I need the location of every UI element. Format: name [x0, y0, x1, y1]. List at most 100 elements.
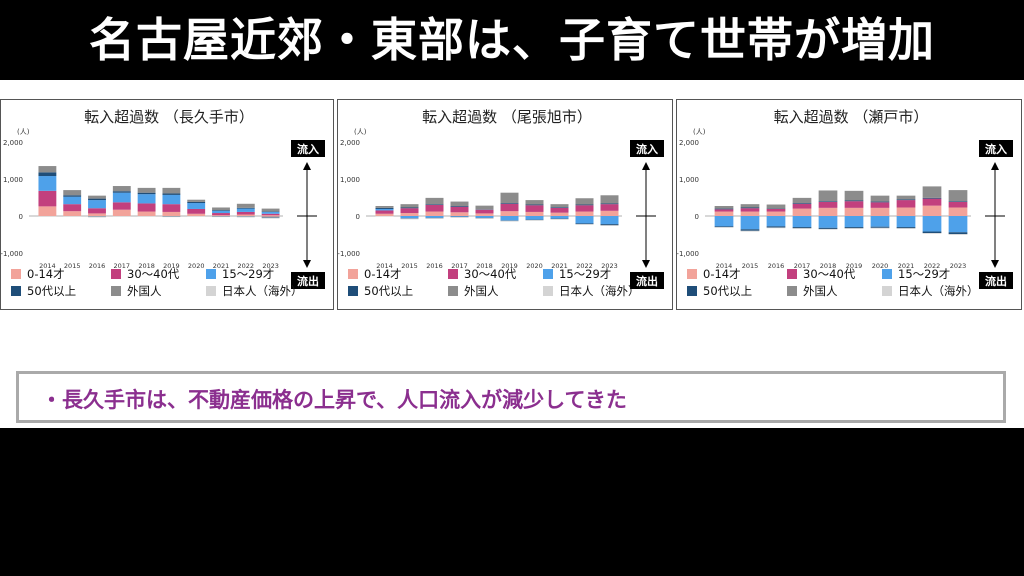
bar-segment — [714, 206, 734, 209]
bar-segment — [844, 207, 864, 216]
legend-swatch — [543, 269, 553, 279]
bar-segment-negative — [714, 226, 734, 228]
bar-segment — [425, 204, 444, 205]
bar-segment-negative — [187, 216, 206, 217]
x-tick-label: 2022 — [576, 262, 593, 270]
bar-segment — [450, 206, 469, 207]
x-tick-label: 2014 — [376, 262, 393, 270]
y-tick-label: 0 — [356, 213, 360, 221]
bar-segment-negative — [525, 220, 544, 221]
bar-segment — [500, 203, 519, 212]
x-tick-label: 2020 — [188, 262, 205, 270]
x-tick-label: 2016 — [426, 262, 443, 270]
bar-segment-negative — [740, 230, 760, 232]
bar-segment — [88, 213, 106, 216]
bar-segment — [187, 203, 206, 209]
inflow-label: 流入 — [985, 142, 1007, 156]
chart-nagakute: 転入超過数 （長久手市） (人) 2,000 1,000 0 -1,000 2014 2015… — [1, 108, 325, 298]
bar-segment-negative — [818, 216, 838, 228]
legend-label: 15〜29才 — [898, 267, 950, 281]
bar-segment — [714, 209, 734, 212]
bar-segment-negative — [600, 216, 619, 225]
bar-segment — [600, 195, 619, 204]
bar-segment-negative — [844, 216, 864, 228]
y-tick-label: -1,000 — [1, 250, 23, 258]
legend-label: 日本人（海外） — [222, 284, 303, 298]
bar-segment-negative — [63, 216, 82, 217]
bar-segment — [88, 195, 106, 199]
chart-owariasahi: 転入超過数 （尾張旭市） (人) 2,000 1,000 0 -1,000 2014 2015… — [338, 108, 664, 298]
bar-segment-negative — [740, 216, 760, 230]
x-tick-label: 2023 — [262, 262, 279, 270]
bar-segment — [500, 192, 519, 204]
bar-segment — [38, 206, 57, 216]
legend-label: 0-14才 — [27, 267, 65, 281]
bar-segment-negative — [714, 216, 734, 227]
bar-segment — [922, 186, 942, 198]
x-tick-label: 2019 — [846, 262, 863, 270]
bar-segment — [766, 204, 786, 209]
bar-segment — [450, 201, 469, 207]
y-tick-label: 2,000 — [679, 139, 699, 147]
bar-segment-negative — [922, 231, 942, 234]
bar-segment-negative — [425, 218, 444, 219]
bar-segment — [212, 215, 230, 216]
y-tick-label: 2,000 — [340, 139, 360, 147]
inflow-label-box — [630, 140, 664, 157]
bar-segment-negative — [792, 216, 812, 228]
bottom-black-area — [0, 428, 1024, 576]
bar-segment-negative — [818, 227, 838, 229]
bar-segment — [63, 195, 82, 197]
x-tick-label: 2015 — [742, 262, 759, 270]
bar-segment — [400, 204, 419, 208]
bar-segment — [844, 201, 864, 208]
note-text: ・長久手市は、不動産価格の上昇で、人口流入が減少してきた — [41, 388, 627, 412]
legend-label: 0-14才 — [364, 267, 402, 281]
bar-segment-negative — [818, 228, 838, 230]
bar-segment — [400, 208, 419, 214]
x-tick-label: 2014 — [39, 262, 56, 270]
legend-label: 外国人 — [803, 284, 838, 298]
x-tick-label: 2017 — [451, 262, 468, 270]
bar-segment — [896, 195, 916, 200]
bar-segment — [450, 212, 469, 216]
bar-segment — [525, 205, 544, 212]
legend-swatch — [206, 286, 216, 296]
bar-segment-negative — [792, 228, 812, 229]
bar-segment-negative — [212, 216, 230, 218]
bar-segment — [740, 204, 760, 208]
legend-swatch — [206, 269, 216, 279]
bar-segment — [187, 199, 206, 202]
bar-segment — [922, 198, 942, 206]
bar-segment — [766, 208, 786, 212]
legend-label: 30〜40代 — [464, 267, 517, 281]
bar-segment — [922, 197, 942, 199]
bar-segment-negative — [948, 216, 968, 233]
bar-segment — [137, 203, 156, 212]
bar-segment-negative — [948, 232, 968, 235]
content-area: 転入超過数 （長久手市） (人) 2,000 1,000 0 -1,000 2014 2015… — [0, 80, 1024, 428]
bar-segment — [236, 211, 255, 215]
bar-segment-negative — [400, 216, 419, 219]
bar-segment — [112, 192, 131, 203]
bar-segment — [162, 187, 181, 194]
bar-segment — [792, 197, 812, 204]
arrow-down-icon — [642, 260, 650, 268]
chart-title: 転入超過数 （瀬戸市） — [774, 108, 929, 126]
y-tick-label: 1,000 — [340, 176, 360, 184]
bar-segment — [63, 196, 82, 205]
bar-segment — [600, 204, 619, 211]
bar-segment — [922, 205, 942, 216]
y-tick-label: 0 — [19, 213, 23, 221]
bar-segment — [475, 213, 494, 216]
bar-segment — [112, 202, 131, 210]
bar-segment — [187, 201, 206, 204]
bar-segment — [261, 213, 280, 216]
bar-segment — [162, 211, 181, 216]
bar-segment-negative — [870, 227, 890, 229]
bar-segment-negative — [236, 216, 255, 218]
bar-segment — [236, 208, 255, 212]
legend-label: 0-14才 — [703, 267, 741, 281]
bar-segment-negative — [261, 217, 280, 219]
bar-segment — [162, 194, 181, 205]
